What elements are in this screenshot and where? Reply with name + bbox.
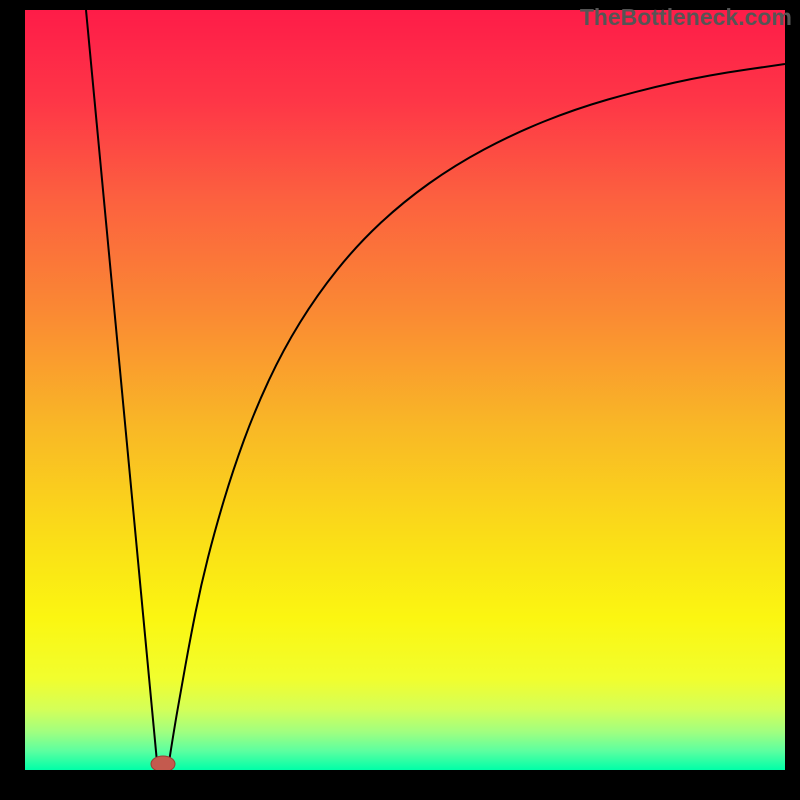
curve-right-branch <box>169 64 785 762</box>
bottleneck-curve <box>25 10 785 770</box>
curve-left-branch <box>86 10 157 762</box>
watermark-text: TheBottleneck.com <box>580 4 792 31</box>
plot-area <box>25 10 785 770</box>
y-axis <box>0 0 25 800</box>
chart-container: TheBottleneck.com <box>0 0 800 800</box>
x-axis <box>0 770 800 800</box>
minimum-marker <box>151 756 175 770</box>
right-border <box>785 0 800 800</box>
